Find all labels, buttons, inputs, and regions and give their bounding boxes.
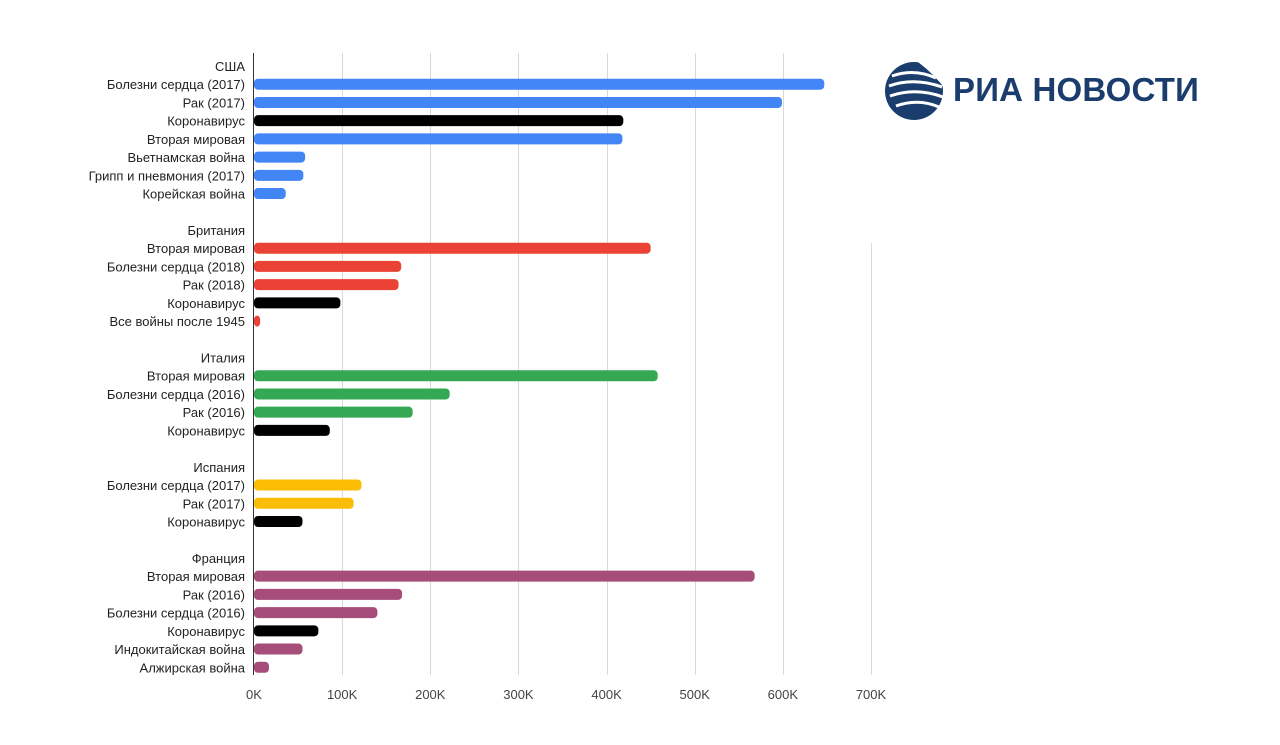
bar-label: Рак (2017) xyxy=(183,496,245,511)
bar xyxy=(254,96,782,108)
bar-label: Коронавирус xyxy=(167,624,245,639)
bar xyxy=(254,388,450,400)
bar xyxy=(254,188,286,200)
bar xyxy=(254,297,341,309)
bar xyxy=(254,169,304,181)
bar-label: Коронавирус xyxy=(167,423,245,438)
bar-label: Коронавирус xyxy=(167,296,245,311)
bar-label: Вьетнамская война xyxy=(127,150,245,165)
group-label: Британия xyxy=(187,223,245,238)
bar xyxy=(254,279,399,291)
group-label: Испания xyxy=(193,460,245,475)
group-label: США xyxy=(215,59,245,74)
bar xyxy=(254,78,825,90)
bar-label: Рак (2016) xyxy=(183,405,245,420)
bar xyxy=(254,588,403,600)
ria-novosti-logo: РИА НОВОСТИ xyxy=(884,60,1234,122)
gridlines xyxy=(342,53,872,675)
x-tick-label: 0K xyxy=(246,687,262,702)
bar xyxy=(254,315,261,327)
bar xyxy=(254,570,755,582)
bar-label: Все войны после 1945 xyxy=(109,314,245,329)
bar-label: Коронавирус xyxy=(167,515,245,530)
bar xyxy=(254,497,354,509)
x-tick-label: 200K xyxy=(415,687,446,702)
bar-label: Рак (2017) xyxy=(183,95,245,110)
brand-name: РИА НОВОСТИ xyxy=(953,71,1199,108)
bar-label: Болезни сердца (2017) xyxy=(107,478,245,493)
bar xyxy=(254,242,651,254)
bar-label: Вторая мировая xyxy=(147,369,245,384)
x-tick-label: 100K xyxy=(327,687,358,702)
x-tick-label: 400K xyxy=(591,687,622,702)
globe-icon xyxy=(885,62,946,120)
bar xyxy=(254,516,303,527)
bar xyxy=(254,260,402,272)
bar xyxy=(254,151,306,163)
x-tick-label: 300K xyxy=(503,687,534,702)
bar-label: Рак (2016) xyxy=(183,587,245,602)
bar-label: Индокитайская война xyxy=(114,642,245,657)
bar-label: Вторая мировая xyxy=(147,569,245,584)
bar xyxy=(254,625,319,637)
bar-label: Корейская война xyxy=(142,187,245,202)
bar-label: Болезни сердца (2016) xyxy=(107,387,245,402)
x-tick-label: 600K xyxy=(768,687,799,702)
bar xyxy=(254,115,624,127)
bar xyxy=(254,370,658,382)
x-tick-label: 700K xyxy=(856,687,887,702)
bar-label: Болезни сердца (2017) xyxy=(107,77,245,92)
group-label: Франция xyxy=(192,551,245,566)
bar xyxy=(254,643,303,655)
bar-label: Рак (2018) xyxy=(183,278,245,293)
x-tick-label: 500K xyxy=(680,687,711,702)
bars xyxy=(254,78,825,673)
bar-label: Алжирская война xyxy=(140,660,246,675)
bar-label: Вторая мировая xyxy=(147,241,245,256)
bar-label: Вторая мировая xyxy=(147,132,245,147)
bar-label: Грипп и пневмония (2017) xyxy=(89,168,245,183)
bar-label: Болезни сердца (2018) xyxy=(107,259,245,274)
bar xyxy=(254,406,413,418)
bar xyxy=(254,661,269,673)
bar xyxy=(254,424,330,436)
bar xyxy=(254,479,362,491)
bar-label: Болезни сердца (2016) xyxy=(107,606,245,621)
bar-label: Коронавирус xyxy=(167,114,245,129)
bar xyxy=(254,133,623,145)
group-label: Италия xyxy=(201,351,245,366)
x-axis-ticks: 0K 100K 200K 300K 400K 500K 600K 700K xyxy=(246,687,886,702)
category-labels: США Болезни сердца (2017) Рак (2017) Корона… xyxy=(89,59,246,675)
bar xyxy=(254,607,378,619)
